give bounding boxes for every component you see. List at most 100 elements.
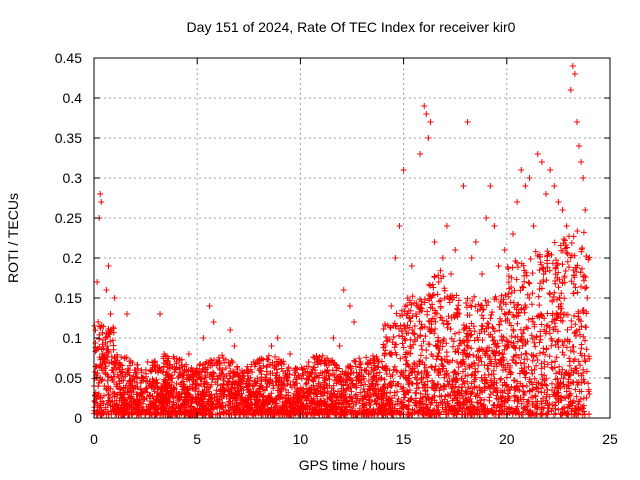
- data-point: [107, 311, 114, 317]
- data-point: [150, 383, 157, 389]
- data-point: [336, 343, 343, 349]
- data-point: [584, 295, 591, 301]
- x-tick-label: 20: [499, 431, 515, 447]
- data-point: [97, 191, 104, 197]
- data-point: [94, 279, 101, 285]
- y-tick-label: 0: [74, 410, 82, 426]
- data-point: [99, 351, 106, 357]
- point-cloud: [91, 228, 593, 418]
- data-point: [468, 255, 475, 261]
- data-point: [206, 303, 213, 309]
- data-points: [92, 63, 593, 405]
- y-tick-label: 0.2: [63, 250, 83, 266]
- data-point: [214, 359, 221, 365]
- data-point: [105, 263, 112, 269]
- data-point: [576, 143, 583, 149]
- data-point: [559, 207, 566, 213]
- data-point: [249, 383, 256, 389]
- data-point: [472, 239, 479, 245]
- data-point: [357, 359, 364, 365]
- data-point: [231, 343, 238, 349]
- data-point: [221, 375, 228, 381]
- data-point: [369, 375, 376, 381]
- data-point: [435, 279, 442, 285]
- data-point: [534, 151, 541, 157]
- data-point: [573, 119, 580, 125]
- data-point: [580, 175, 587, 181]
- data-point: [526, 175, 533, 181]
- data-point: [111, 295, 118, 301]
- data-point: [530, 223, 537, 229]
- data-point: [571, 71, 578, 77]
- data-point: [392, 255, 399, 261]
- data-point: [578, 159, 585, 165]
- data-point: [243, 367, 250, 373]
- data-point: [237, 375, 244, 381]
- data-point: [351, 319, 358, 325]
- data-point: [109, 367, 116, 373]
- data-point: [103, 287, 110, 293]
- data-point: [555, 199, 562, 205]
- data-point: [412, 311, 419, 317]
- y-axis-label: ROTI / TECUs: [5, 193, 21, 283]
- y-tick-label: 0.25: [55, 210, 82, 226]
- data-point: [586, 391, 593, 397]
- data-point: [404, 295, 411, 301]
- x-tick-label: 5: [193, 431, 201, 447]
- x-axis-label: GPS time / hours: [299, 457, 406, 473]
- data-point: [491, 223, 498, 229]
- data-point: [501, 247, 508, 253]
- data-point: [423, 111, 430, 117]
- data-point: [95, 319, 102, 325]
- data-point: [256, 367, 263, 373]
- data-point: [543, 191, 550, 197]
- data-point: [448, 271, 455, 277]
- data-point: [388, 303, 395, 309]
- data-point: [431, 239, 438, 245]
- data-point: [363, 367, 370, 373]
- data-point: [167, 375, 174, 381]
- data-point: [452, 247, 459, 253]
- data-point: [318, 359, 325, 365]
- data-point: [173, 359, 180, 365]
- data-point: [157, 311, 164, 317]
- data-point: [375, 359, 382, 365]
- data-point: [340, 287, 347, 293]
- y-tick-label: 0.15: [55, 290, 82, 306]
- data-point: [330, 335, 337, 341]
- data-point: [505, 279, 512, 285]
- data-point: [563, 223, 570, 229]
- plot-frame: [93, 57, 611, 419]
- data-point: [425, 135, 432, 141]
- x-tick-label: 0: [90, 431, 98, 447]
- data-point: [456, 311, 463, 317]
- data-point: [115, 375, 122, 381]
- data-point: [479, 271, 486, 277]
- data-point: [185, 351, 192, 357]
- data-point: [427, 119, 434, 125]
- data-point: [324, 367, 331, 373]
- data-point: [408, 263, 415, 269]
- x-tick-label: 10: [293, 431, 309, 447]
- data-point: [417, 151, 424, 157]
- data-point: [509, 231, 516, 237]
- y-tick-label: 0.3: [63, 170, 83, 186]
- data-point: [138, 375, 145, 381]
- data-point: [487, 183, 494, 189]
- data-point: [400, 167, 407, 173]
- data-point: [92, 399, 99, 405]
- data-point: [280, 375, 287, 381]
- axis-ticks: [93, 57, 611, 419]
- data-point: [144, 359, 151, 365]
- data-point: [161, 351, 168, 357]
- x-tick-label: 25: [602, 431, 618, 447]
- data-point: [227, 327, 234, 333]
- data-point: [311, 375, 318, 381]
- x-tick-label: 15: [396, 431, 412, 447]
- data-point: [464, 119, 471, 125]
- data-point: [305, 359, 312, 365]
- data-point: [179, 367, 186, 373]
- data-point: [128, 383, 135, 389]
- y-tick-label: 0.35: [55, 130, 82, 146]
